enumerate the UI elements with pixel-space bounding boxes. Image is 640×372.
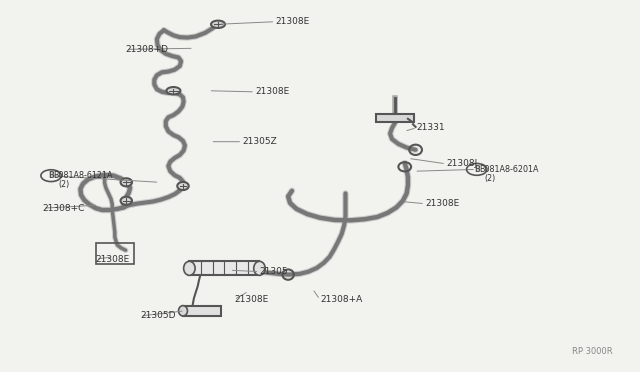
Ellipse shape bbox=[253, 261, 265, 275]
Bar bbox=[96, 243, 134, 263]
Bar bbox=[189, 261, 259, 275]
Ellipse shape bbox=[166, 87, 180, 94]
Text: 21305D: 21305D bbox=[140, 311, 176, 320]
Text: 21308E: 21308E bbox=[425, 199, 460, 208]
Ellipse shape bbox=[120, 197, 132, 205]
Text: 21308+C: 21308+C bbox=[43, 203, 85, 213]
Text: B081A8-6201A: B081A8-6201A bbox=[479, 165, 539, 174]
Text: (2): (2) bbox=[484, 174, 495, 183]
Bar bbox=[376, 114, 414, 122]
Text: 21308E: 21308E bbox=[255, 87, 289, 96]
Text: 21308+A: 21308+A bbox=[320, 295, 362, 304]
Text: 21308E: 21308E bbox=[234, 295, 268, 304]
Ellipse shape bbox=[177, 182, 189, 190]
Ellipse shape bbox=[179, 306, 188, 316]
Text: (2): (2) bbox=[59, 180, 70, 189]
Ellipse shape bbox=[120, 178, 132, 186]
Bar bbox=[183, 306, 221, 316]
Text: B: B bbox=[48, 171, 54, 180]
Text: 21308+D: 21308+D bbox=[125, 45, 169, 54]
Text: 21308J: 21308J bbox=[446, 159, 477, 169]
Text: RP 3000R: RP 3000R bbox=[573, 347, 613, 356]
Ellipse shape bbox=[184, 261, 195, 275]
Text: 21308E: 21308E bbox=[275, 17, 310, 26]
Text: 21308E: 21308E bbox=[96, 254, 130, 264]
Text: B: B bbox=[474, 165, 479, 174]
Ellipse shape bbox=[211, 20, 225, 28]
Text: B081A8-6121A: B081A8-6121A bbox=[54, 171, 113, 180]
Text: 21305: 21305 bbox=[259, 267, 288, 276]
Text: 21331: 21331 bbox=[417, 123, 445, 132]
Text: 21305Z: 21305Z bbox=[243, 137, 277, 146]
